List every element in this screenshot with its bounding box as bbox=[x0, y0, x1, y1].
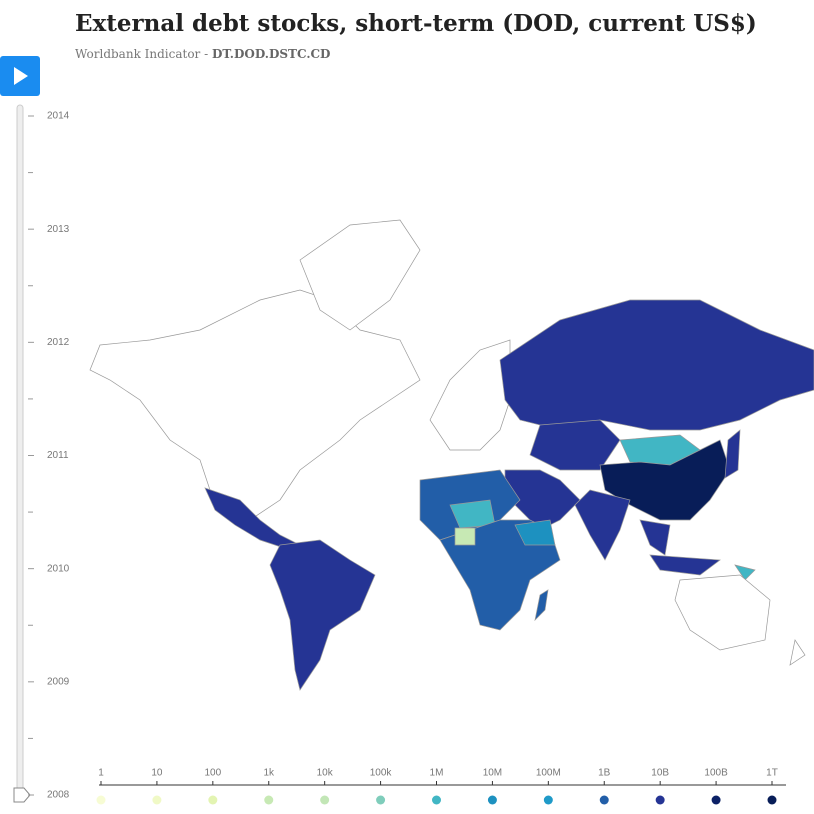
greenland bbox=[299, 219, 421, 331]
southeast-asia bbox=[639, 519, 671, 556]
legend-label: 10B bbox=[651, 768, 669, 779]
india bbox=[574, 489, 631, 561]
legend-swatch bbox=[767, 795, 777, 805]
legend-label: 1k bbox=[263, 768, 275, 779]
legend-swatch bbox=[152, 795, 162, 805]
legend-swatch bbox=[655, 795, 665, 805]
map bbox=[89, 219, 814, 691]
year-label: 2008 bbox=[47, 790, 70, 801]
legend-label: 100k bbox=[370, 768, 393, 779]
ethiopia bbox=[514, 519, 556, 546]
indonesia bbox=[649, 554, 721, 576]
legend-swatch bbox=[543, 795, 553, 805]
legend-label: 1T bbox=[766, 768, 778, 779]
europe bbox=[429, 339, 511, 451]
legend-label: 1M bbox=[430, 768, 444, 779]
papua-new-guinea bbox=[734, 564, 756, 581]
south-america bbox=[269, 539, 376, 691]
year-label: 2009 bbox=[47, 676, 70, 687]
year-label: 2014 bbox=[47, 111, 70, 122]
north-america bbox=[89, 289, 421, 521]
year-label: 2012 bbox=[47, 337, 70, 348]
south-africa-region bbox=[439, 519, 561, 631]
russia bbox=[499, 299, 814, 431]
legend-swatch bbox=[208, 795, 218, 805]
timeline-handle[interactable] bbox=[13, 787, 31, 803]
australia bbox=[674, 574, 771, 651]
legend-label: 1B bbox=[598, 768, 611, 779]
legend-swatch bbox=[264, 795, 274, 805]
legend-swatch bbox=[96, 795, 106, 805]
legend-label: 1 bbox=[98, 768, 104, 779]
legend-label: 10 bbox=[151, 768, 163, 779]
legend-label: 100B bbox=[704, 768, 728, 779]
legend-swatch bbox=[432, 795, 441, 805]
play-button[interactable] bbox=[0, 56, 40, 96]
new-zealand bbox=[789, 639, 806, 666]
legend-label: 10M bbox=[483, 768, 502, 779]
year-label: 2010 bbox=[47, 563, 70, 574]
legend-swatch bbox=[599, 795, 609, 805]
central-asia bbox=[529, 419, 621, 471]
nigeria bbox=[454, 527, 476, 546]
legend-label: 100 bbox=[204, 768, 221, 779]
legend-swatch bbox=[711, 795, 721, 805]
title: External debt stocks, short-term (DOD, c… bbox=[75, 10, 757, 37]
year-label: 2011 bbox=[47, 450, 69, 461]
play-icon bbox=[14, 67, 28, 85]
legend-swatch bbox=[320, 795, 330, 805]
madagascar bbox=[534, 589, 549, 622]
legend-label: 10k bbox=[317, 768, 334, 779]
subtitle: Worldbank Indicator - DT.DOD.DSTC.CD bbox=[75, 47, 330, 61]
legend-swatch bbox=[487, 795, 497, 805]
year-label: 2013 bbox=[47, 224, 70, 235]
japan bbox=[724, 429, 741, 479]
indicator-code: DT.DOD.DSTC.CD bbox=[212, 47, 331, 61]
legend-label: 100M bbox=[536, 768, 561, 779]
timeline-track bbox=[16, 104, 24, 798]
legend-swatch bbox=[376, 795, 386, 805]
subtitle-prefix: Worldbank Indicator - bbox=[75, 47, 209, 61]
